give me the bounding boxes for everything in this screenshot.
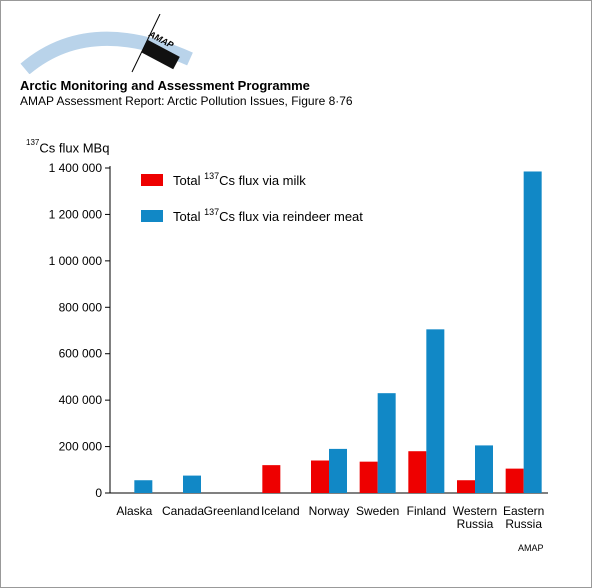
bar-meat — [426, 329, 445, 493]
y-tick-label: 1 200 000 — [49, 207, 103, 221]
bar-milk — [311, 460, 329, 493]
bar-milk — [457, 480, 475, 493]
bar-meat — [183, 475, 201, 493]
legend-label: Total 137Cs flux via reindeer meat — [173, 207, 363, 224]
bar-milk — [359, 461, 378, 493]
x-tick-label: Norway — [309, 504, 350, 518]
x-tick-label: Canada — [162, 504, 204, 518]
y-axis-label-text: Cs flux MBq — [39, 140, 110, 156]
bar-meat — [523, 171, 542, 493]
bar-meat — [377, 393, 396, 493]
y-tick-label: 200 000 — [59, 440, 103, 454]
bar-meat — [475, 445, 493, 493]
bar-milk — [408, 451, 427, 493]
bar-meat — [329, 448, 347, 493]
org-title: Arctic Monitoring and Assessment Program… — [20, 78, 310, 93]
x-tick-label: Greenland — [204, 504, 260, 518]
y-axis-label-sup: 137 — [26, 138, 40, 147]
bar-milk — [262, 465, 281, 493]
y-tick-label: 600 000 — [59, 347, 103, 361]
y-tick-label: 1 400 000 — [49, 161, 103, 175]
x-tick-label: Iceland — [261, 504, 300, 518]
y-tick-label: 800 000 — [59, 300, 103, 314]
x-tick-label: Finland — [407, 504, 446, 518]
bar-milk — [505, 468, 524, 493]
legend-label: Total 137Cs flux via milk — [173, 171, 306, 188]
y-axis-label: 137Cs flux MBq — [26, 138, 110, 156]
x-tick-label: Sweden — [356, 504, 399, 518]
x-tick-label: Alaska — [116, 504, 152, 518]
logo-subtext-block — [141, 40, 180, 70]
y-tick-label: 1 000 000 — [49, 254, 103, 268]
x-tick-label: Western — [453, 504, 497, 518]
bar-meat — [134, 480, 153, 493]
report-subtitle: AMAP Assessment Report: Arctic Pollution… — [20, 94, 353, 108]
x-tick-label: Russia — [505, 517, 542, 531]
legend-swatch — [141, 210, 163, 222]
y-tick-label: 400 000 — [59, 393, 103, 407]
x-tick-label: Russia — [457, 517, 494, 531]
amap-logo: AMAP — [20, 14, 193, 74]
legend-swatch — [141, 174, 163, 186]
y-tick-label: 0 — [95, 486, 102, 500]
x-tick-label: Eastern — [503, 504, 544, 518]
credit-label: AMAP — [518, 543, 544, 553]
